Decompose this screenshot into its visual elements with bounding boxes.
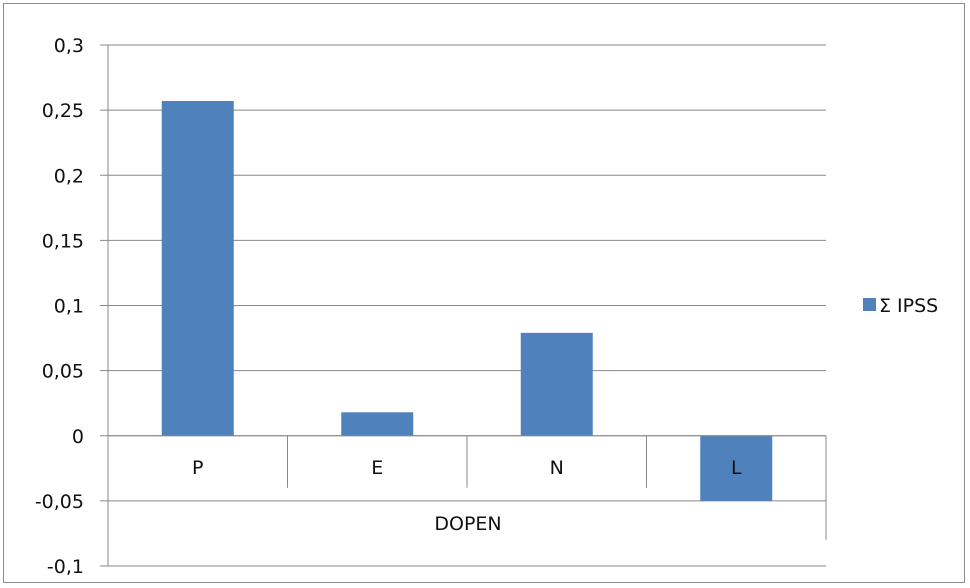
- bar-P: [161, 101, 234, 436]
- bars: [161, 101, 773, 501]
- y-axis-ticks: -0,1 -0,05 0 0,05 0,1 0,15 0,2 0,25 0,3: [35, 35, 84, 578]
- bar-E: [341, 412, 414, 436]
- y-tick-label: 0,05: [42, 361, 84, 383]
- y-tick-label: -0,1: [47, 556, 84, 578]
- gridlines: [100, 44, 826, 567]
- group-label: DOPEN: [434, 513, 501, 535]
- legend-label: Σ IPSS: [879, 295, 938, 317]
- y-tick-label: 0,2: [54, 165, 84, 187]
- y-tick-label: 0,15: [42, 230, 84, 252]
- bar-N: [520, 332, 593, 436]
- category-axis: [107, 435, 827, 540]
- category-label: L: [731, 457, 742, 479]
- y-tick-label: 0,25: [42, 100, 84, 122]
- legend: Σ IPSS: [863, 295, 938, 317]
- category-labels: DOPEN P E N L: [192, 457, 742, 535]
- y-tick-label: 0,1: [54, 296, 84, 318]
- y-tick-label: -0,05: [35, 491, 84, 513]
- y-tick-label: 0,3: [54, 35, 84, 57]
- category-label: P: [192, 457, 203, 479]
- category-label: N: [550, 457, 564, 479]
- y-tick-label: 0: [72, 426, 84, 448]
- category-label: E: [371, 457, 383, 479]
- legend-swatch: [863, 298, 876, 311]
- bar-L: [700, 435, 773, 501]
